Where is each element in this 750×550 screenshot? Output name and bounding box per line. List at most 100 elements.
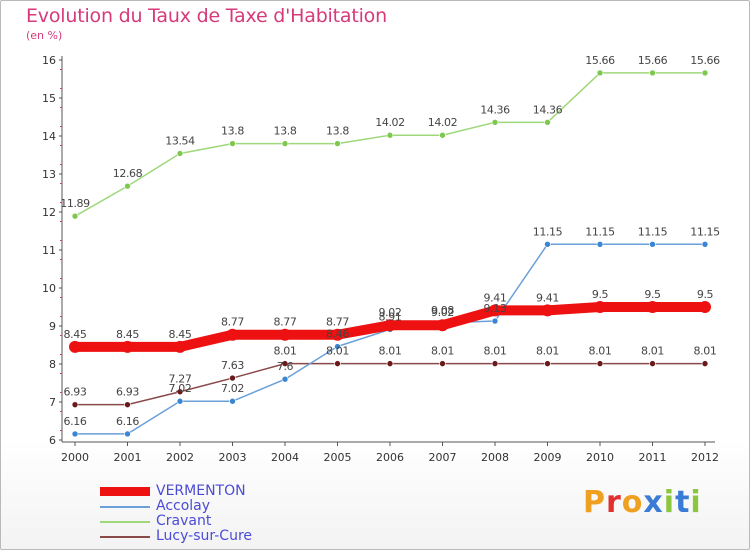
legend-label: VERMENTON	[156, 483, 246, 499]
legend-label: Cravant	[156, 513, 212, 529]
logo-letter: x	[643, 485, 664, 520]
data-point	[229, 397, 236, 405]
data-label: 12.68	[113, 167, 143, 180]
data-point	[491, 360, 499, 367]
y-tick-label: 15	[42, 92, 56, 105]
data-point	[281, 375, 289, 383]
x-tick-label: 2007	[429, 451, 457, 464]
data-label: 6.93	[116, 386, 139, 399]
data-point	[121, 340, 134, 353]
y-tick-label: 9	[49, 320, 56, 333]
data-point	[649, 69, 656, 77]
data-label: 8.45	[64, 328, 87, 341]
data-point	[701, 360, 709, 367]
x-tick-label: 2008	[481, 451, 509, 464]
logo-letter: i	[690, 485, 702, 520]
data-label: 11.89	[60, 197, 90, 210]
y-tick-label: 11	[42, 244, 56, 257]
data-label: 8.77	[221, 316, 244, 329]
data-label: 11.15	[638, 225, 668, 238]
data-point	[541, 304, 554, 317]
data-label: 7.6	[277, 360, 294, 373]
data-label: 9.08	[431, 304, 454, 317]
y-tick-label: 10	[42, 282, 56, 295]
data-point	[71, 212, 79, 220]
data-point	[279, 328, 291, 341]
data-point	[699, 301, 711, 313]
data-label: 8.77	[274, 316, 297, 329]
y-tick-label: 6	[49, 434, 56, 447]
data-label: 7.02	[169, 382, 192, 395]
data-label: 7.02	[221, 382, 244, 395]
data-label: 9.41	[536, 291, 559, 304]
data-point	[646, 301, 659, 313]
data-point	[594, 301, 606, 313]
logo-letter: r	[606, 485, 622, 520]
data-label: 9.02	[431, 306, 454, 319]
data-label: 13.8	[326, 125, 349, 138]
logo-letter: i	[663, 485, 676, 520]
data-label: 8.91	[379, 310, 402, 323]
data-point	[544, 119, 551, 126]
legend-swatch	[100, 520, 150, 523]
data-label: 8.01	[641, 345, 664, 358]
logo-letter: t	[675, 485, 691, 520]
y-tick-label: 7	[49, 396, 56, 409]
x-tick-label: 2003	[219, 451, 247, 464]
data-label: 13.8	[274, 125, 297, 138]
data-label: 8.45	[169, 328, 192, 341]
data-point	[334, 140, 341, 147]
data-label: 9.5	[697, 288, 714, 301]
data-point	[439, 360, 446, 367]
data-point	[386, 360, 394, 367]
data-point	[701, 241, 709, 248]
legend-label: Accolay	[156, 498, 211, 514]
logo-letter: P	[583, 485, 606, 520]
data-label: 14.36	[480, 103, 510, 116]
data-label: 14.02	[428, 116, 458, 129]
data-label: 8.01	[484, 345, 507, 358]
data-point	[491, 317, 499, 325]
data-label: 9.13	[484, 302, 507, 315]
data-point	[544, 241, 551, 248]
data-label: 14.02	[375, 116, 405, 129]
data-point	[229, 140, 236, 147]
data-label: 14.36	[533, 103, 563, 116]
data-point	[229, 374, 236, 382]
data-point	[176, 150, 184, 157]
data-label: 8.01	[326, 345, 349, 358]
data-label: 9.5	[592, 288, 609, 301]
data-label: 8.01	[694, 345, 717, 358]
data-label: 9.41	[484, 291, 507, 304]
x-tick-label: 2004	[271, 451, 299, 464]
data-point	[596, 69, 604, 77]
x-tick-label: 2006	[376, 451, 404, 464]
data-point	[226, 328, 239, 341]
y-tick-label: 12	[42, 206, 56, 219]
data-label: 9.5	[644, 288, 661, 301]
data-point	[386, 131, 394, 139]
data-point	[331, 328, 344, 341]
data-label: 7.27	[169, 373, 192, 386]
data-label: 13.8	[221, 125, 244, 138]
x-tick-label: 2002	[166, 451, 194, 464]
data-point	[71, 401, 79, 408]
y-tick-label: 8	[49, 358, 56, 371]
data-point	[71, 430, 79, 438]
data-label: 15.66	[690, 54, 720, 67]
data-point	[124, 430, 131, 438]
data-label: 8.77	[326, 316, 349, 329]
x-tick-label: 2010	[586, 451, 614, 464]
data-point	[649, 241, 656, 248]
data-point	[176, 397, 184, 405]
legend-swatch	[100, 487, 150, 496]
data-point	[124, 401, 131, 408]
data-point	[649, 360, 656, 367]
proxiti-logo: Proxiti	[583, 485, 702, 520]
logo-letter: o	[621, 485, 644, 520]
data-point	[176, 388, 184, 396]
data-point	[334, 343, 341, 350]
x-tick-label: 2012	[691, 451, 719, 464]
